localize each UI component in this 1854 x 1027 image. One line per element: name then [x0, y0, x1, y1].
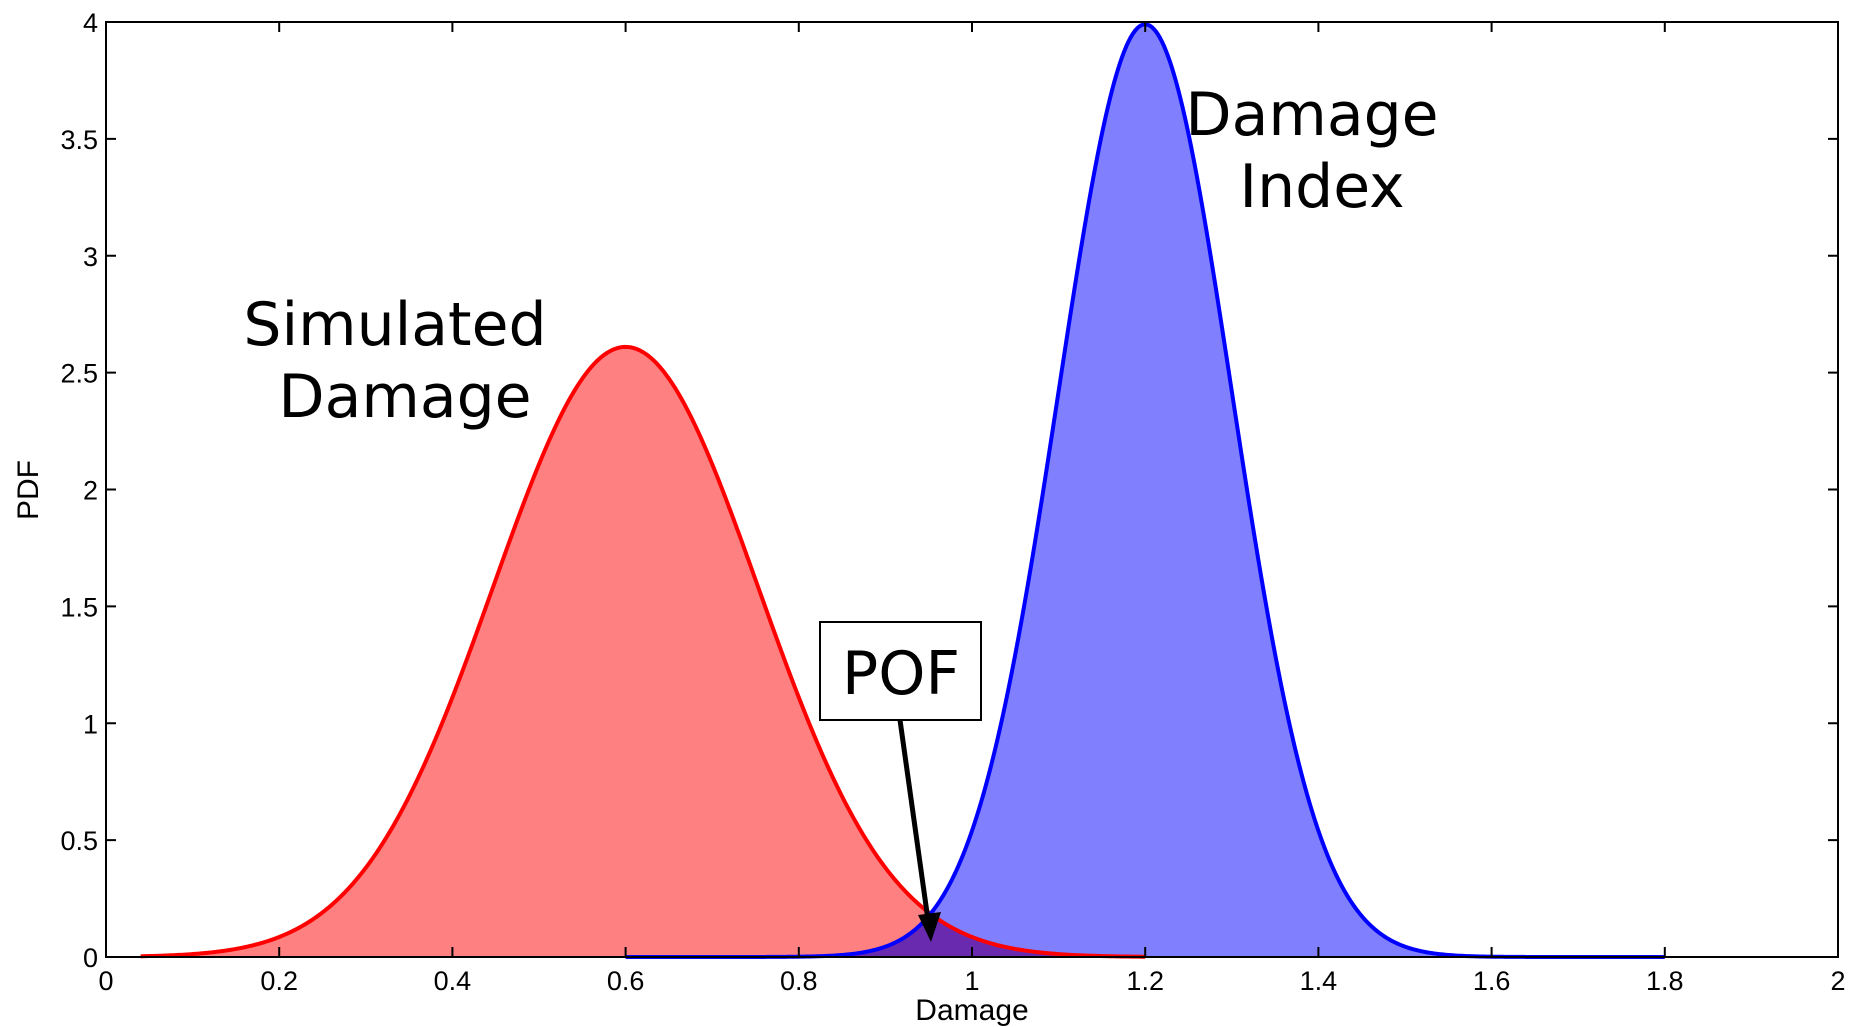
x-tick-label: 0.2 [260, 966, 298, 996]
x-tick-label: 0 [98, 966, 113, 996]
x-tick-label: 1.6 [1473, 966, 1511, 996]
simulated-damage-label-line1: Simulated [243, 290, 546, 360]
y-axis-ticks: 0 0.5 1 1.5 2 2.5 3 3.5 4 [60, 8, 1838, 973]
y-tick-label: 2 [83, 476, 98, 506]
y-tick-label: 1 [83, 709, 98, 739]
y-tick-label: 3.5 [60, 125, 98, 155]
x-tick-label: 0.8 [780, 966, 818, 996]
x-tick-label: 1 [964, 966, 979, 996]
pof-box [819, 621, 982, 721]
simulated-damage-label-line2: Damage [278, 362, 531, 432]
x-tick-label: 1.4 [1300, 966, 1338, 996]
y-axis-label: PDF [12, 460, 45, 520]
pof-arrow-head [918, 912, 941, 942]
y-tick-label: 1.5 [60, 592, 98, 622]
plot-area [140, 22, 1665, 959]
simulated-damage-area [140, 346, 1146, 957]
damage-index-area [625, 24, 1665, 957]
x-axis-ticks: 0 0.2 0.4 0.6 0.8 1 1.2 1.4 1.6 1.8 2 [98, 22, 1846, 996]
x-axis-label: Damage [915, 994, 1028, 1027]
damage-index-label-line2: Index [1239, 152, 1404, 222]
damage-index-label-line1: Damage [1185, 80, 1438, 150]
y-tick-label: 0 [83, 943, 98, 973]
y-tick-label: 2.5 [60, 359, 98, 389]
y-tick-label: 3 [83, 242, 98, 272]
y-tick-label: 0.5 [60, 826, 98, 856]
x-tick-label: 0.4 [434, 966, 472, 996]
x-tick-label: 2 [1830, 966, 1845, 996]
pof-label: POF [842, 639, 960, 709]
x-tick-label: 1.8 [1646, 966, 1684, 996]
pof-arrow-line [897, 719, 931, 921]
x-tick-label: 0.6 [607, 966, 645, 996]
simulated-damage-curve [140, 344, 1146, 959]
x-tick-label: 1.2 [1126, 966, 1164, 996]
y-tick-label: 4 [83, 8, 98, 38]
plot-frame [105, 21, 1839, 958]
